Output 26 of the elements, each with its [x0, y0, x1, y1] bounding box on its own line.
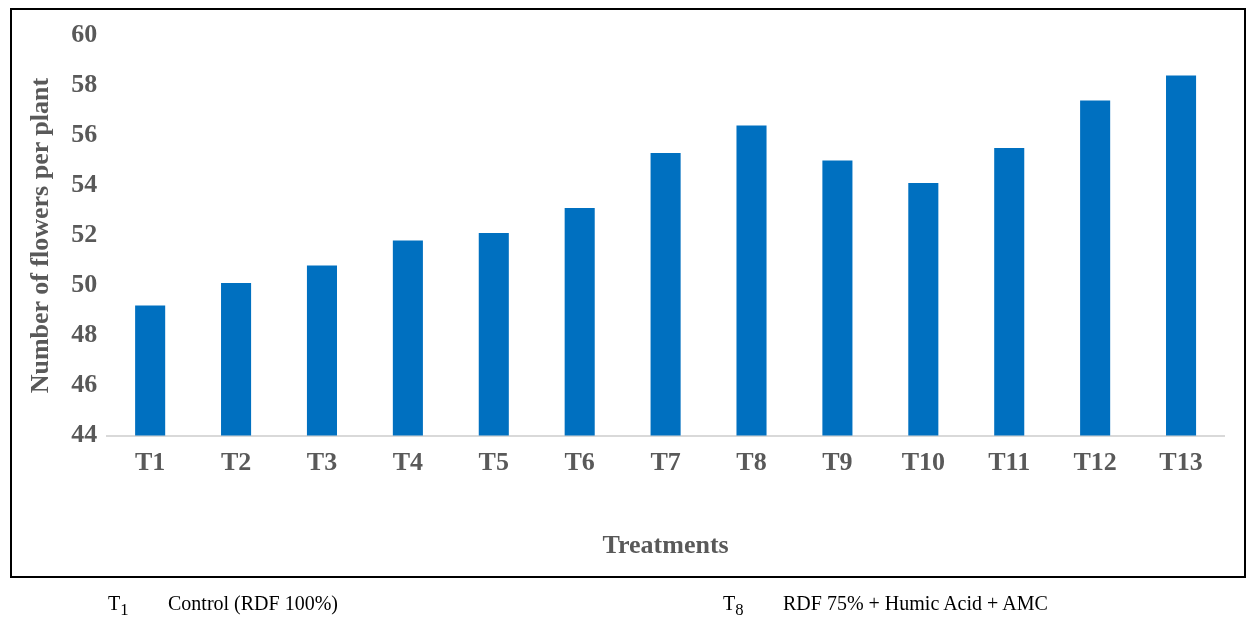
y-axis-title: Number of flowers per plant [25, 77, 55, 394]
y-tick-label: 56 [71, 119, 98, 149]
text: T$_{8}$ RDF 75% + Humic Acid + AMC [723, 592, 1048, 619]
y-tick-label: 44 [71, 419, 98, 449]
x-tick-label: T7 [650, 446, 681, 476]
x-tick-label: T3 [306, 446, 338, 476]
x-tick-label: T1 [134, 446, 166, 476]
x-tick-label: T8 [736, 446, 767, 476]
text: T$_{1}$ Control (RDF 100%) [108, 592, 338, 619]
x-tick-label: T13 [1159, 446, 1203, 476]
x-tick-label: T6 [564, 446, 595, 476]
x-tick-label: T2 [220, 446, 252, 476]
x-tick-label: T9 [822, 446, 853, 476]
y-tick-label: 50 [71, 269, 98, 299]
x-tick-label: T10 [901, 446, 945, 476]
y-tick-label: 48 [71, 319, 98, 349]
x-tick-label: T12 [1073, 446, 1117, 476]
y-tick-label: 60 [71, 19, 98, 49]
y-tick-label: 54 [71, 169, 98, 199]
x-tick-label: T5 [478, 446, 509, 476]
x-tick-label: T4 [392, 446, 424, 476]
x-axis-title: Treatments [602, 530, 729, 560]
y-tick-label: 58 [71, 69, 98, 99]
x-tick-label: T11 [988, 446, 1031, 476]
y-tick-label: 46 [71, 369, 98, 399]
y-tick-label: 52 [71, 219, 98, 249]
